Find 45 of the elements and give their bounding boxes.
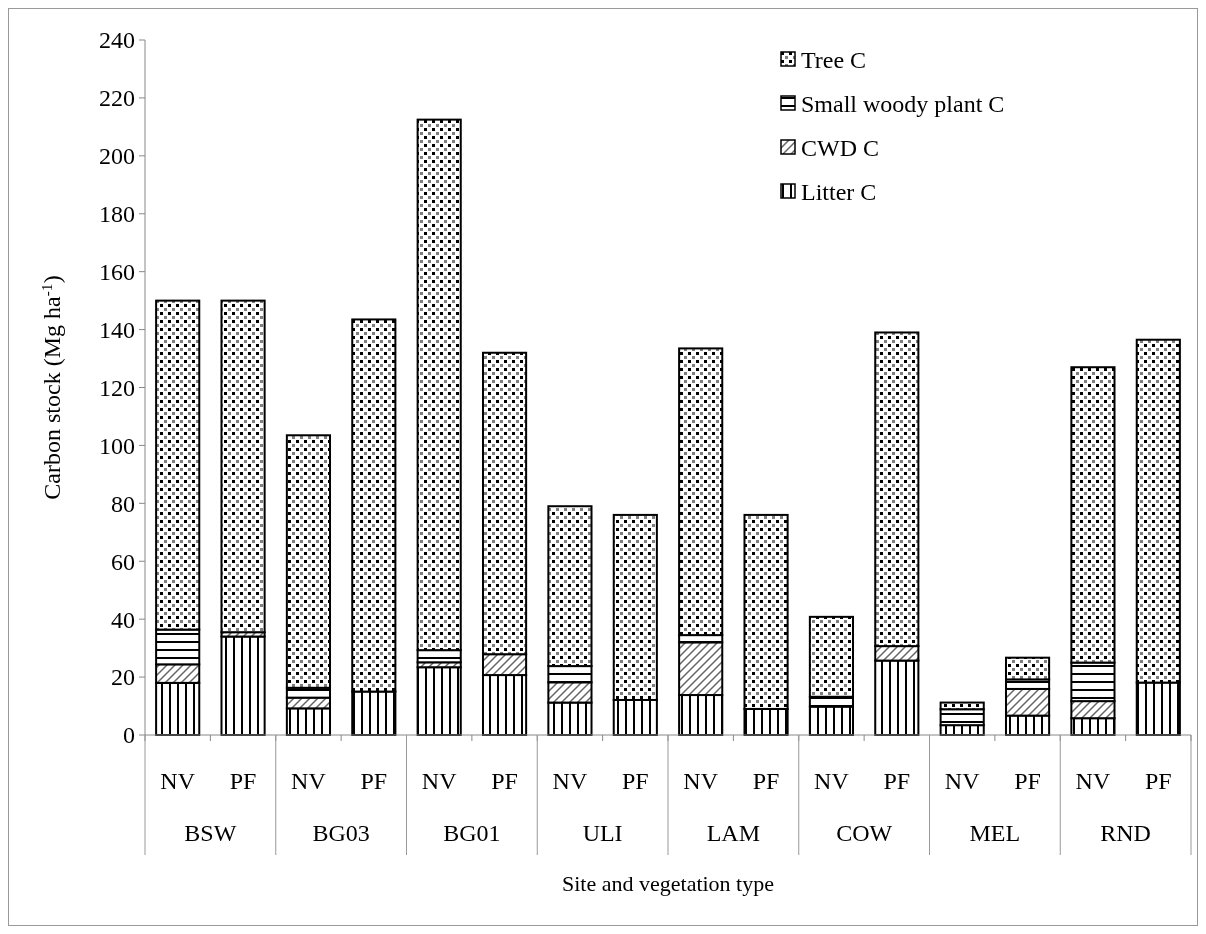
y-tick-label: 0 bbox=[123, 722, 135, 749]
legend-label: Litter C bbox=[801, 179, 877, 206]
y-tick-label: 160 bbox=[99, 259, 135, 286]
x-tick-label: NV bbox=[291, 768, 327, 794]
y-tick-label: 100 bbox=[99, 432, 135, 459]
text: BSW bbox=[184, 820, 237, 846]
text: COW bbox=[836, 820, 893, 846]
legend-label: Tree C bbox=[801, 47, 867, 74]
y-tick-label: 140 bbox=[99, 316, 135, 343]
bar bbox=[416, 666, 462, 736]
y-tick-label: 80 bbox=[111, 490, 135, 517]
y-tick-label: 180 bbox=[99, 201, 135, 228]
x-tick-label: NV bbox=[160, 768, 196, 794]
x-tick-label: NV bbox=[814, 768, 850, 794]
x-tick-label: PF bbox=[1144, 768, 1172, 794]
y-tick-label: 240 bbox=[99, 27, 135, 54]
x-tick-label: NV bbox=[1075, 768, 1111, 794]
x-tick-label: PF bbox=[1014, 768, 1041, 794]
legend-label: Small woody plant C bbox=[801, 91, 1005, 118]
y-tick-label: 120 bbox=[99, 374, 135, 401]
x-tick-label: NV bbox=[421, 768, 458, 794]
y-tick-label: 220 bbox=[99, 85, 135, 112]
y-tick-label: 40 bbox=[111, 606, 135, 633]
text: RND bbox=[1100, 820, 1151, 846]
x-tick-label: PF bbox=[360, 768, 388, 794]
bar bbox=[220, 635, 266, 736]
text: ULI bbox=[582, 820, 623, 846]
text: MEL bbox=[969, 820, 1021, 846]
x-tick-label: NV bbox=[944, 768, 981, 794]
x-tick-label: NV bbox=[683, 768, 719, 794]
y-tick-label: 60 bbox=[111, 548, 135, 575]
text: BG01 bbox=[443, 820, 501, 846]
text: BG03 bbox=[312, 820, 370, 846]
text: LAM bbox=[706, 820, 761, 846]
x-tick-label: PF bbox=[621, 768, 649, 794]
x-tick-label: PF bbox=[491, 768, 518, 794]
legend-label: CWD C bbox=[801, 135, 879, 162]
x-tick-label: PF bbox=[883, 768, 911, 794]
x-tick-label: PF bbox=[229, 768, 257, 794]
y-tick-label: 200 bbox=[99, 143, 135, 170]
x-tick-label: PF bbox=[752, 768, 780, 794]
x-axis-title: Site and vegetation type bbox=[562, 871, 774, 896]
x-tick-label: NV bbox=[552, 768, 588, 794]
bar bbox=[220, 299, 266, 634]
y-tick-label: 20 bbox=[111, 664, 135, 691]
